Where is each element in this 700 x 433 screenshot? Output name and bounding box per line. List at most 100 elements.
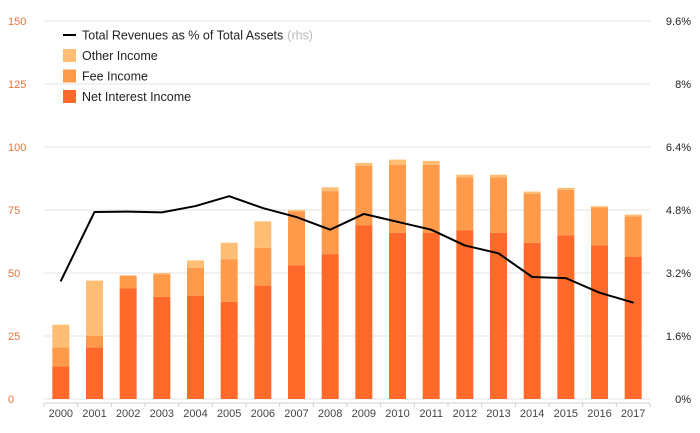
y-left-tick-label: 75: [8, 205, 20, 217]
line-point-2007: [295, 216, 298, 218]
x-tick-label: 2005: [217, 408, 241, 420]
bar-fee-income-2011: [422, 164, 440, 233]
bar-fee-income-2005: [220, 259, 238, 302]
bar-other-income-2011: [422, 160, 440, 165]
bar-other-income-2006: [254, 221, 272, 248]
bar-net-interest-income-2013: [490, 232, 507, 399]
bar-other-income-2010: [389, 159, 406, 165]
legend-label-text: Net Interest Income: [82, 90, 191, 104]
bar-fee-income-2009: [355, 165, 373, 226]
x-tick-label: 2002: [116, 408, 140, 420]
bar-other-income-2000: [52, 324, 70, 348]
bar-net-interest-income-2008: [321, 254, 339, 399]
x-tick-label: 2017: [621, 408, 645, 420]
bar-net-interest-income-2015: [557, 235, 575, 399]
y-right-tick-label: 8%: [675, 79, 691, 91]
x-tick-label: 2000: [49, 408, 73, 420]
bar-other-income-2009: [355, 162, 373, 166]
bar-fee-income-2000: [52, 347, 70, 367]
bar-fee-income-2006: [254, 247, 272, 286]
line-point-2014: [531, 276, 533, 278]
bar-net-interest-income-2011: [422, 232, 440, 399]
x-tick-label: 2015: [554, 408, 578, 420]
line-point-2001: [93, 211, 96, 213]
grid: [44, 20, 650, 400]
bar-other-income-2008: [321, 187, 339, 192]
y-left-tick-label: 0: [8, 394, 14, 406]
bar-fee-income-2016: [591, 207, 608, 246]
x-tick-label: 2004: [183, 408, 207, 420]
bar-net-interest-income-2004: [187, 295, 204, 399]
bar-fee-income-2002: [119, 275, 137, 289]
revenue-percent-line: [59, 195, 634, 304]
x-tick-label: 2006: [251, 408, 275, 420]
line-point-2003: [161, 211, 163, 214]
x-tick-label: 2009: [352, 408, 376, 420]
line-point-2013: [497, 252, 500, 255]
x-tick-label: 2012: [453, 408, 477, 420]
y-right-tick-label: 4.8%: [666, 205, 691, 217]
bar-fee-income-2010: [389, 164, 406, 233]
y-left-tick-label: 100: [8, 142, 26, 154]
x-tick-label: 2016: [587, 408, 611, 420]
line-point-2011: [430, 228, 432, 231]
x-tick-label: 2003: [150, 408, 174, 420]
bar-net-interest-income-2001: [86, 347, 103, 399]
legend-label-net-interest-income: Net Interest Income: [82, 90, 191, 104]
line-point-2015: [565, 277, 567, 279]
x-tick-label: 2014: [520, 408, 544, 420]
y-right-tick-label: 9.6%: [666, 16, 691, 28]
legend-label-text: Other Income: [82, 49, 158, 63]
bar-fee-income-2013: [490, 177, 507, 233]
line-point-2012: [464, 244, 466, 247]
y-left-axis: 150 125 100 75 50 25 0: [8, 16, 26, 406]
bar-other-income-2001: [86, 280, 103, 336]
bar-net-interest-income-2007: [288, 265, 305, 399]
bar-other-income-2017: [624, 214, 642, 217]
line-point-2010: [396, 221, 399, 223]
bar-fee-income-2004: [187, 267, 204, 296]
bar-other-income-2004: [187, 260, 204, 268]
legend-label-other-income: Other Income: [82, 49, 158, 63]
legend: Total Revenues as % of Total Assets (rhs)…: [63, 29, 313, 104]
legend-label-note: (rhs): [287, 29, 313, 43]
line-point-2006: [262, 207, 264, 209]
x-tick-label: 2013: [486, 408, 510, 420]
bar-other-income-2016: [591, 206, 608, 208]
y-left-tick-label: 125: [8, 79, 26, 91]
x-tick-label: 2007: [284, 408, 308, 420]
y-left-tick-label: 150: [8, 16, 26, 28]
bar-net-interest-income-2016: [591, 245, 608, 399]
bar-net-interest-income-2006: [254, 285, 272, 399]
x-tick-label: 2008: [318, 408, 342, 420]
x-tick-label: 2011: [419, 408, 443, 420]
bar-fee-income-2003: [153, 274, 171, 297]
y-right-axis: 9.6% 8% 6.4% 4.8% 3.2% 1.6% 0%: [666, 16, 691, 406]
bar-fee-income-2015: [557, 189, 575, 236]
x-tick-label: 2010: [385, 408, 409, 420]
bar-fee-income-2008: [321, 191, 339, 255]
bar-fee-income-2007: [288, 211, 305, 266]
legend-label-total-revenues-as-of-total-assets: Total Revenues as % of Total Assets (rhs): [82, 29, 313, 43]
line-point-2005: [228, 195, 230, 198]
line-point-2002: [127, 210, 129, 213]
legend-swatch-other-income: [63, 49, 76, 62]
legend-swatch-fee-income: [63, 69, 76, 83]
bar-net-interest-income-2005: [220, 301, 238, 399]
bar-other-income-2007: [288, 210, 305, 212]
line-point-2000: [60, 280, 62, 282]
revenue-line-layer: [59, 195, 634, 304]
y-right-tick-label: 6.4%: [666, 142, 691, 154]
bar-net-interest-income-2000: [52, 366, 70, 399]
bar-other-income-2005: [220, 242, 238, 260]
bar-other-income-2003: [153, 273, 171, 275]
bar-net-interest-income-2012: [456, 230, 474, 399]
bar-net-interest-income-2010: [389, 232, 406, 399]
legend-label-text: Fee Income: [82, 70, 148, 84]
x-tick-label: 2001: [82, 408, 106, 420]
line-point-2016: [598, 291, 601, 294]
y-right-tick-label: 0%: [675, 394, 691, 406]
bar-net-interest-income-2002: [119, 288, 137, 399]
y-left-tick-label: 50: [8, 268, 20, 280]
